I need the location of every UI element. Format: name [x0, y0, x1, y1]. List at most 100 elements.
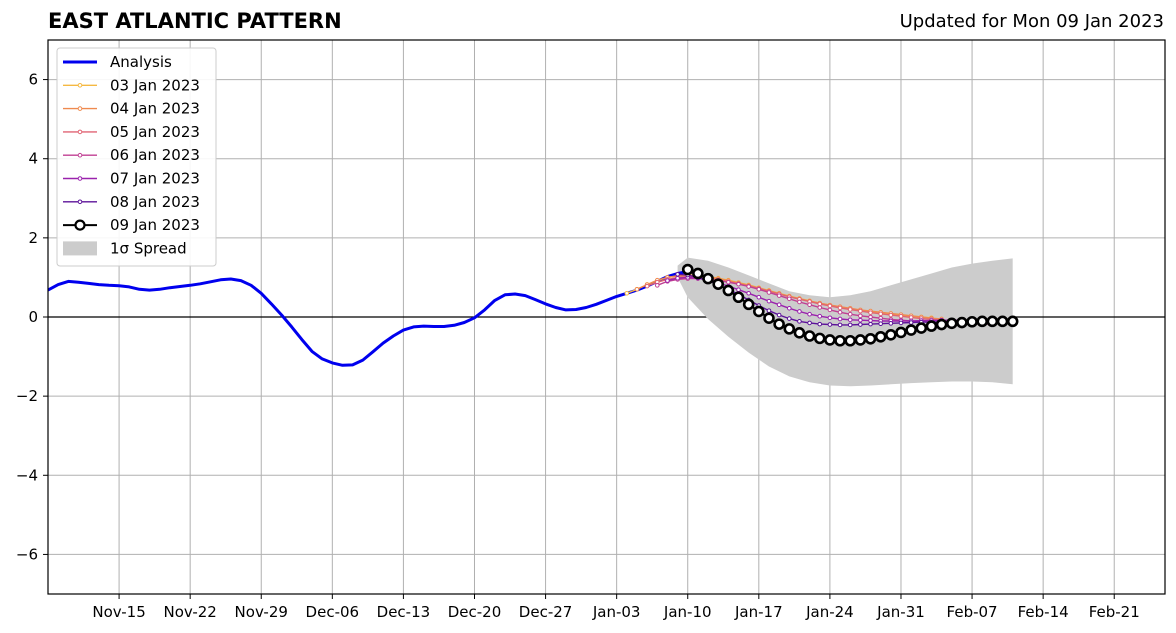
legend-label: 05 Jan 2023	[110, 123, 200, 141]
forecast-point-09-jan-2023	[803, 330, 816, 342]
x-tick-label: Feb-07	[947, 603, 998, 621]
forecast-point-04-jan-2023	[634, 287, 640, 292]
forecast-point-09-jan-2023	[905, 324, 917, 336]
forecast-point-09-jan-2023	[885, 329, 897, 341]
legend-swatch-marker	[77, 176, 83, 181]
y-tick-label: 6	[28, 71, 38, 89]
forecast-point-06-jan-2023	[746, 284, 751, 289]
forecast-point-09-jan-2023	[915, 322, 928, 334]
forecast-point-06-jan-2023	[726, 279, 731, 285]
forecast-point-06-jan-2023	[797, 299, 802, 305]
forecast-point-07-jan-2023	[797, 309, 802, 314]
forecast-point-05-jan-2023	[858, 308, 863, 314]
forecast-point-06-jan-2023	[858, 313, 863, 319]
forecast-point-08-jan-2023	[786, 316, 792, 321]
forecast-point-07-jan-2023	[807, 311, 812, 317]
forecast-point-07-jan-2023	[776, 302, 782, 308]
forecast-point-05-jan-2023	[827, 303, 833, 309]
legend-label: 07 Jan 2023	[110, 170, 200, 188]
x-tick-label: Dec-06	[306, 603, 360, 621]
forecast-point-08-jan-2023	[868, 321, 873, 327]
forecast-point-09-jan-2023	[732, 291, 745, 304]
forecast-point-09-jan-2023	[925, 320, 938, 332]
x-tick-label: Dec-20	[448, 603, 502, 621]
forecast-point-09-jan-2023	[895, 326, 907, 339]
forecast-point-09-jan-2023	[824, 334, 836, 346]
forecast-point-08-jan-2023	[776, 312, 782, 318]
forecast-point-08-jan-2023	[817, 321, 823, 327]
x-tick-label: Jan-17	[734, 603, 783, 621]
x-tick-label: Jan-10	[663, 603, 712, 621]
forecast-point-06-jan-2023	[776, 293, 782, 298]
x-tick-label: Nov-22	[163, 603, 216, 621]
forecast-point-05-jan-2023	[837, 305, 843, 311]
forecast-point-06-jan-2023	[807, 302, 812, 308]
forecast-point-08-jan-2023	[797, 319, 802, 324]
legend-swatch-marker	[77, 129, 83, 135]
x-tick-label: Dec-13	[377, 603, 431, 621]
forecast-point-08-jan-2023	[888, 321, 894, 326]
forecast-point-07-jan-2023	[665, 278, 670, 283]
forecast-point-06-jan-2023	[736, 281, 741, 287]
forecast-point-07-jan-2023	[868, 318, 873, 323]
y-tick-label: −2	[16, 387, 38, 405]
y-tick-label: −4	[16, 466, 38, 484]
legend: Analysis 03 Jan 2023 04 Jan 2023 05 Jan 202…	[56, 47, 217, 267]
legend-label: 06 Jan 2023	[110, 146, 200, 164]
legend-swatch-marker	[77, 152, 83, 158]
forecast-point-08-jan-2023	[766, 308, 772, 313]
legend-swatch-marker	[77, 83, 83, 88]
forecast-point-06-jan-2023	[827, 307, 833, 313]
forecast-point-05-jan-2023	[817, 301, 823, 307]
forecast-point-09-jan-2023	[956, 316, 968, 329]
forecast-point-09-jan-2023	[996, 315, 1009, 328]
forecast-point-09-jan-2023	[692, 267, 704, 280]
forecast-point-07-jan-2023	[675, 275, 680, 281]
forecast-point-09-jan-2023	[722, 284, 735, 297]
legend-swatch-marker	[74, 219, 86, 231]
series-lines	[48, 263, 1019, 367]
forecast-point-07-jan-2023	[837, 316, 843, 322]
forecast-point-09-jan-2023	[681, 263, 694, 276]
axes: Nov-15 Nov-22 Nov-29 Dec-06 Dec-13 Dec-20 Dec-…	[16, 71, 1140, 621]
x-tick-label: Jan-03	[592, 603, 641, 621]
forecast-point-06-jan-2023	[756, 287, 762, 292]
forecast-point-09-jan-2023	[976, 315, 989, 328]
forecast-point-07-jan-2023	[746, 290, 751, 296]
forecast-point-08-jan-2023	[908, 320, 914, 325]
forecast-point-06-jan-2023	[766, 290, 772, 295]
forecast-point-06-jan-2023	[654, 283, 660, 288]
legend-swatch-marker	[77, 106, 83, 111]
forecast-point-08-jan-2023	[878, 321, 883, 327]
legend-label: 03 Jan 2023	[110, 76, 200, 94]
forecast-point-09-jan-2023	[742, 298, 755, 311]
forecast-point-08-jan-2023	[837, 322, 843, 328]
forecast-point-07-jan-2023	[858, 317, 863, 323]
forecast-point-09-jan-2023	[702, 272, 714, 285]
forecast-point-09-jan-2023	[966, 315, 978, 328]
y-tick-label: 0	[28, 308, 38, 326]
forecast-point-09-jan-2023	[783, 323, 796, 335]
forecast-point-09-jan-2023	[864, 332, 877, 345]
updated-date: Updated for Mon 09 Jan 2023	[899, 11, 1164, 32]
forecast-point-08-jan-2023	[807, 320, 812, 326]
legend-box	[56, 47, 217, 267]
y-tick-label: 2	[28, 229, 38, 247]
forecast-point-09-jan-2023	[712, 278, 725, 290]
analysis-line	[48, 270, 688, 367]
forecast-point-07-jan-2023	[817, 313, 823, 319]
forecast-point-09-jan-2023	[834, 334, 846, 347]
forecast-point-05-jan-2023	[868, 310, 873, 315]
forecast-point-08-jan-2023	[675, 271, 680, 277]
forecast-point-07-jan-2023	[766, 298, 772, 304]
forecast-point-08-jan-2023	[858, 322, 863, 327]
forecast-point-09-jan-2023	[793, 327, 806, 339]
legend-label: Analysis	[110, 53, 172, 71]
forecast-point-05-jan-2023	[908, 315, 914, 320]
forecast-point-05-jan-2023	[644, 283, 650, 289]
x-tick-label: Dec-27	[519, 603, 573, 621]
forecast-point-07-jan-2023	[756, 294, 762, 300]
forecast-point-07-jan-2023	[786, 305, 792, 311]
forecast-point-08-jan-2023	[898, 320, 904, 326]
